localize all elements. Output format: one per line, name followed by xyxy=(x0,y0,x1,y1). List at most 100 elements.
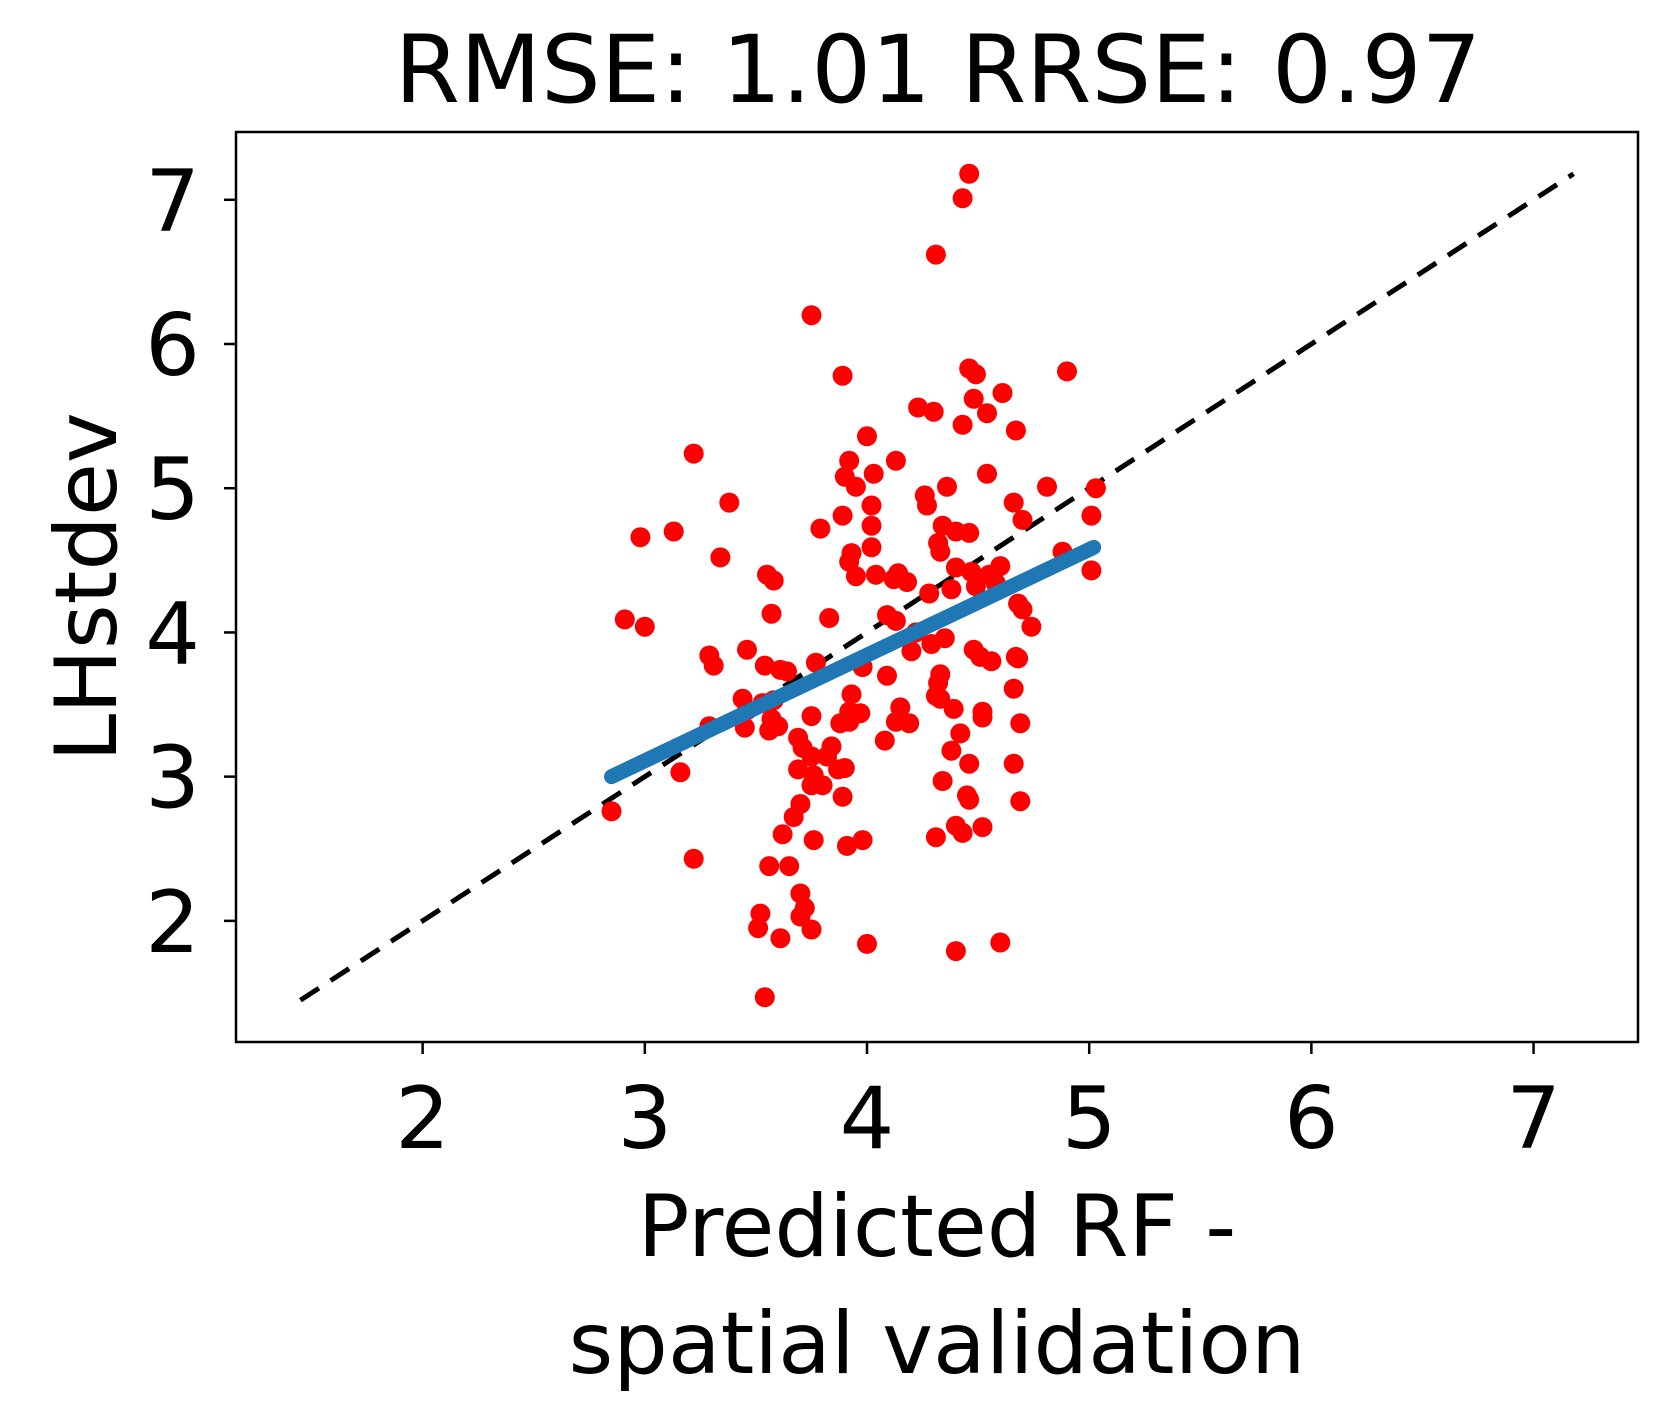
data-point xyxy=(812,775,833,796)
data-point xyxy=(1085,478,1106,499)
data-point xyxy=(1003,753,1024,774)
data-point xyxy=(952,414,973,435)
data-point xyxy=(977,463,997,484)
data-point xyxy=(759,856,780,877)
data-point xyxy=(614,609,635,630)
y-tick-label: 5 xyxy=(145,440,200,540)
data-point xyxy=(923,401,944,422)
data-point xyxy=(683,848,704,869)
data-point xyxy=(779,856,800,877)
data-point xyxy=(810,518,831,539)
data-point xyxy=(788,759,809,780)
data-point xyxy=(763,570,784,591)
x-axis-label-line-1: Predicted RF - xyxy=(638,1177,1237,1277)
data-point xyxy=(837,835,857,856)
data-point xyxy=(719,492,740,513)
x-tick-label: 3 xyxy=(617,1069,672,1169)
data-point xyxy=(772,824,793,845)
data-point xyxy=(754,655,775,676)
data-point xyxy=(770,928,791,949)
data-point xyxy=(1005,420,1026,441)
data-point xyxy=(965,364,986,385)
data-point xyxy=(670,762,691,783)
data-point xyxy=(819,608,840,628)
plot-frame xyxy=(234,130,1640,1044)
data-point xyxy=(877,665,897,686)
fit-line xyxy=(603,539,1102,785)
y-axis-ticks: 2 3 4 5 6 7 xyxy=(145,152,236,973)
data-point xyxy=(630,527,651,548)
identity-line-layer xyxy=(299,171,1575,1003)
data-point xyxy=(748,918,769,939)
data-point xyxy=(972,817,993,838)
data-point xyxy=(981,651,1002,672)
data-point xyxy=(861,495,882,516)
data-point xyxy=(930,541,951,562)
x-axis-label-line-2: spatial validation xyxy=(568,1294,1305,1394)
data-point xyxy=(977,403,997,424)
data-point xyxy=(768,716,789,737)
data-point xyxy=(943,698,964,719)
data-point xyxy=(1081,505,1102,526)
data-point xyxy=(1003,678,1024,699)
data-point xyxy=(990,932,1011,953)
data-point xyxy=(1003,492,1024,513)
data-point xyxy=(885,610,906,631)
data-point xyxy=(952,822,973,843)
y-tick-label: 4 xyxy=(145,584,200,684)
data-point xyxy=(841,684,862,705)
data-point xyxy=(932,771,953,791)
data-point xyxy=(925,685,946,706)
data-point xyxy=(857,933,877,954)
data-point xyxy=(919,583,940,604)
data-point xyxy=(950,723,971,744)
data-point xyxy=(1008,648,1029,669)
y-tick-label: 7 xyxy=(145,152,200,252)
data-point xyxy=(852,830,873,851)
data-point xyxy=(754,987,775,1008)
data-point xyxy=(861,515,882,536)
y-axis-label: LHstdev xyxy=(37,412,137,762)
x-tick-label: 6 xyxy=(1284,1069,1339,1169)
data-point xyxy=(737,639,757,660)
data-point xyxy=(863,463,884,484)
data-point xyxy=(925,827,946,848)
data-point xyxy=(925,244,946,265)
data-point xyxy=(972,707,993,728)
data-point xyxy=(801,706,822,727)
x-tick-label: 7 xyxy=(1506,1069,1561,1169)
data-point xyxy=(1010,791,1031,812)
data-point xyxy=(945,941,966,962)
data-point xyxy=(857,426,877,447)
data-point xyxy=(979,564,1000,585)
data-point xyxy=(839,450,860,471)
data-point xyxy=(783,807,804,827)
data-point xyxy=(634,616,655,637)
data-point xyxy=(1037,476,1057,497)
data-point xyxy=(992,383,1013,403)
data-point xyxy=(963,388,984,409)
data-point xyxy=(937,476,957,497)
data-point xyxy=(1021,616,1042,637)
data-point xyxy=(710,547,731,568)
data-point xyxy=(885,450,906,471)
data-point xyxy=(901,641,922,662)
data-point xyxy=(959,789,980,810)
data-point xyxy=(801,305,822,326)
data-point xyxy=(832,365,853,386)
data-point xyxy=(801,746,822,767)
data-point xyxy=(777,661,797,682)
data-point xyxy=(832,786,853,807)
data-point xyxy=(921,634,942,654)
data-point xyxy=(805,652,826,673)
x-tick-label: 4 xyxy=(840,1069,895,1169)
data-point xyxy=(1012,509,1033,530)
data-point xyxy=(845,476,866,497)
data-point xyxy=(790,906,811,927)
data-point xyxy=(683,443,704,464)
data-point xyxy=(941,740,962,761)
data-point xyxy=(965,576,986,597)
data-point xyxy=(801,919,822,940)
x-tick-label: 5 xyxy=(1062,1069,1117,1169)
